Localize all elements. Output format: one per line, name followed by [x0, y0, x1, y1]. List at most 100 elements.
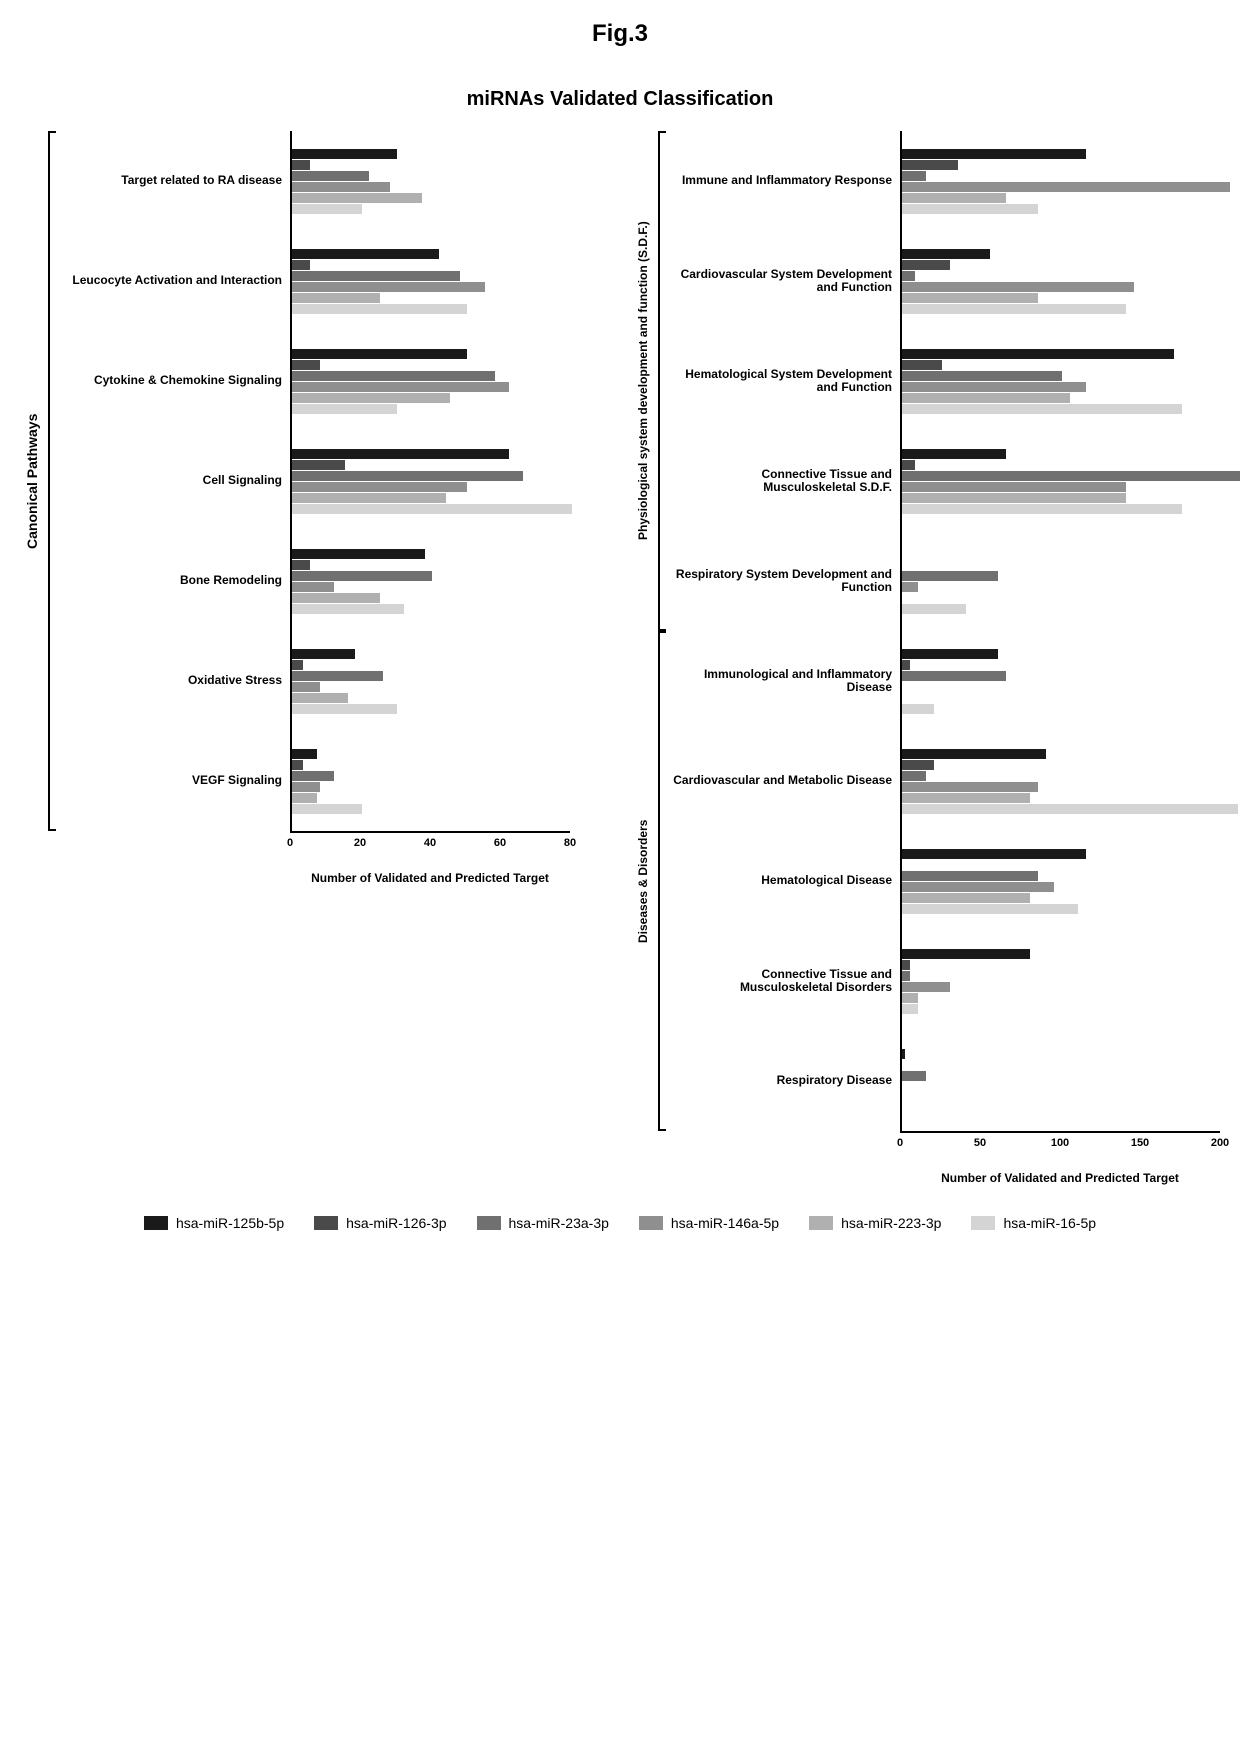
legend-item: hsa-miR-126-3p — [314, 1215, 446, 1231]
category-row: Respiratory Disease — [670, 1031, 1220, 1131]
section-bracket — [658, 631, 666, 1131]
legend-label: hsa-miR-223-3p — [841, 1215, 941, 1231]
bar — [902, 571, 998, 581]
bar — [292, 404, 397, 414]
bar — [902, 449, 1006, 459]
bar — [292, 704, 397, 714]
category-row: Hematological System Development and Fun… — [670, 331, 1220, 431]
bar — [902, 671, 1006, 681]
bar — [902, 804, 1238, 814]
bar — [902, 771, 926, 781]
bar — [292, 749, 317, 759]
bar — [292, 260, 310, 270]
category-row: Cell Signaling — [60, 431, 570, 531]
category-label: Cardiovascular System Development and Fu… — [670, 268, 900, 294]
category-row: Hematological Disease — [670, 831, 1220, 931]
bar — [902, 582, 918, 592]
category-row: Connective Tissue and Musculoskeletal S.… — [670, 431, 1220, 531]
bar — [902, 182, 1230, 192]
bar — [292, 171, 369, 181]
bar — [902, 260, 950, 270]
bar — [902, 782, 1038, 792]
bar — [902, 760, 934, 770]
bar — [902, 482, 1126, 492]
bar — [902, 882, 1054, 892]
bar — [902, 293, 1038, 303]
right-chart-panel: Physiological system development and fun… — [632, 131, 1220, 1185]
bar — [902, 171, 926, 181]
bar — [902, 504, 1182, 514]
category-label: Immune and Inflammatory Response — [670, 174, 900, 187]
category-row: Connective Tissue and Musculoskeletal Di… — [670, 931, 1220, 1031]
legend-swatch — [639, 1216, 663, 1230]
x-axis-label: Number of Validated and Predicted Target — [900, 1171, 1220, 1185]
category-row: Immunological and Inflammatory Disease — [670, 631, 1220, 731]
bar — [292, 482, 467, 492]
bar — [292, 460, 345, 470]
bar — [902, 1071, 926, 1081]
category-label: Connective Tissue and Musculoskeletal S.… — [670, 468, 900, 494]
bar — [292, 371, 495, 381]
bar — [292, 249, 439, 259]
bar — [292, 682, 320, 692]
category-label: Oxidative Stress — [60, 674, 290, 687]
bar — [902, 193, 1006, 203]
category-label: Target related to RA disease — [60, 174, 290, 187]
figure-label: Fig.3 — [20, 20, 1220, 48]
bar — [292, 793, 317, 803]
bar — [902, 160, 958, 170]
bar — [902, 960, 910, 970]
bar — [292, 782, 320, 792]
section-label: Physiological system development and fun… — [632, 131, 654, 631]
bar — [902, 271, 915, 281]
bar — [902, 604, 966, 614]
bar — [292, 571, 432, 581]
bar — [292, 593, 380, 603]
bar — [902, 393, 1070, 403]
legend-label: hsa-miR-146a-5p — [671, 1215, 779, 1231]
legend-swatch — [477, 1216, 501, 1230]
section-label: Diseases & Disorders — [632, 631, 654, 1131]
bar — [292, 693, 348, 703]
category-row: Cytokine & Chemokine Signaling — [60, 331, 570, 431]
bar — [902, 749, 1046, 759]
bar — [292, 360, 320, 370]
category-row: Leucocyte Activation and Interaction — [60, 231, 570, 331]
bar — [902, 1049, 905, 1059]
category-label: Immunological and Inflammatory Disease — [670, 668, 900, 694]
category-row: Oxidative Stress — [60, 631, 570, 731]
bar — [902, 404, 1182, 414]
bar — [292, 182, 390, 192]
left-chart-panel: Canonical Pathways Target related to RA d… — [20, 131, 570, 1185]
category-label: VEGF Signaling — [60, 774, 290, 787]
category-label: Respiratory Disease — [670, 1074, 900, 1087]
bar — [292, 449, 509, 459]
bar — [292, 771, 334, 781]
bar — [292, 504, 572, 514]
bar — [292, 304, 467, 314]
bar — [902, 893, 1030, 903]
bar — [292, 271, 460, 281]
x-axis-label: Number of Validated and Predicted Target — [290, 871, 570, 885]
bar — [292, 282, 485, 292]
section-label-canonical: Canonical Pathways — [20, 131, 44, 831]
bar — [902, 949, 1030, 959]
bar — [292, 804, 362, 814]
bar — [292, 760, 303, 770]
bar — [902, 304, 1126, 314]
bar — [902, 460, 915, 470]
bar — [292, 493, 446, 503]
category-row: Cardiovascular and Metabolic Disease — [670, 731, 1220, 831]
category-label: Hematological System Development and Fun… — [670, 368, 900, 394]
legend: hsa-miR-125b-5phsa-miR-126-3phsa-miR-23a… — [20, 1215, 1220, 1231]
bar — [902, 360, 942, 370]
bar — [292, 149, 397, 159]
legend-item: hsa-miR-146a-5p — [639, 1215, 779, 1231]
bar — [902, 993, 918, 1003]
category-label: Connective Tissue and Musculoskeletal Di… — [670, 968, 900, 994]
category-row: Bone Remodeling — [60, 531, 570, 631]
category-label: Leucocyte Activation and Interaction — [60, 274, 290, 287]
category-row: Target related to RA disease — [60, 131, 570, 231]
bar — [292, 293, 380, 303]
bar — [292, 204, 362, 214]
